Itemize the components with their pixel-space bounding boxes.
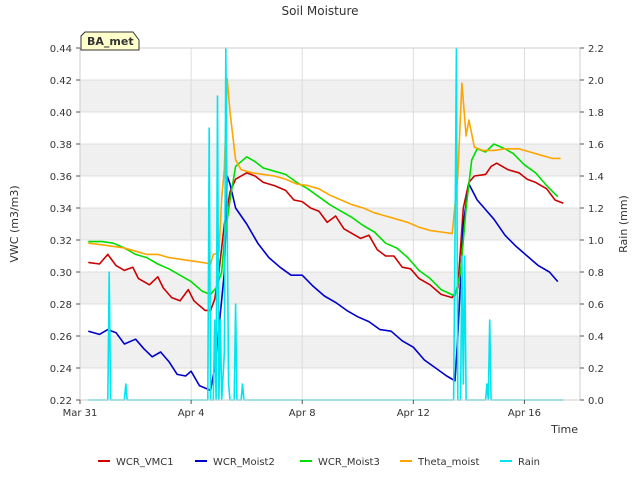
background-band [80,336,580,368]
y-tick-label: 0.32 [50,236,72,247]
legend-label: Theta_moist [417,457,479,468]
y-tick-label: 0.22 [50,396,72,407]
x-tick-label: Apr 16 [508,408,541,419]
series-line-wcr-vmc1 [88,162,564,312]
y2-tick-label: 1.4 [588,172,604,183]
y-tick-label: 0.24 [50,364,72,375]
y-tick-label: 0.42 [50,76,72,87]
chart-title: Soil Moisture [281,4,358,18]
y-tick-label: 0.26 [50,332,72,343]
legend: WCR_VMC1 WCR_Moist2 WCR_Moist3 Theta_moist R… [98,457,540,468]
x-axis-label: Time [550,423,578,436]
station-badge-shape [80,31,140,51]
y2-tick-label: 1.8 [588,108,604,119]
y2-tick-label: 0.6 [588,300,604,311]
y2-tick-label: 0.8 [588,268,604,279]
background-band [80,80,580,112]
station-badge: BA_met [80,31,140,51]
series-line-theta-moist [88,77,561,265]
x-tick-label: Apr 4 [178,408,205,419]
y2-tick-label: 1.6 [588,140,604,151]
y-tick-label: 0.38 [50,140,72,151]
legend-label: WCR_VMC1 [116,457,174,468]
left-y-axis: 0.22 0.24 0.26 0.28 0.30 0.32 0.34 0.36 0.38 0.40… [50,44,80,407]
y-tick-label: 0.44 [50,44,72,55]
right-y-axis: 0.0 0.2 0.4 0.6 0.8 1.0 1.2 1.4 1.6 1.8 2.0 2.2 [580,44,604,407]
y2-tick-label: 1.0 [588,236,604,247]
legend-label: WCR_Moist3 [318,457,380,468]
y-axis-label: VWC (m3/m3) [8,185,21,262]
y-tick-label: 0.28 [50,300,72,311]
x-axis: Mar 31 Apr 4 Apr 8 Apr 12 Apr 16 [63,400,541,419]
series-line-wcr-moist2 [88,175,559,392]
plot-background-bands [80,80,580,368]
legend-label: Rain [518,457,540,468]
x-tick-label: Apr 12 [397,408,430,419]
y-tick-label: 0.36 [50,172,72,183]
y2-tick-label: 0.2 [588,364,604,375]
y2-tick-label: 0.0 [588,396,604,407]
plot-frame [79,47,581,401]
x-tick-label: Apr 8 [289,408,316,419]
x-tick-label: Mar 31 [63,408,98,419]
y2-tick-label: 1.2 [588,204,604,215]
y-tick-label: 0.34 [50,204,72,215]
y-tick-label: 0.40 [50,108,72,119]
y-tick-label: 0.30 [50,268,72,279]
station-badge-text: BA_met [87,35,134,48]
y2-axis-label: Rain (mm) [617,195,630,253]
y2-tick-label: 2.2 [588,44,604,55]
legend-label: WCR_Moist2 [213,457,275,468]
y2-tick-label: 2.0 [588,76,604,87]
y2-tick-label: 0.4 [588,332,604,343]
